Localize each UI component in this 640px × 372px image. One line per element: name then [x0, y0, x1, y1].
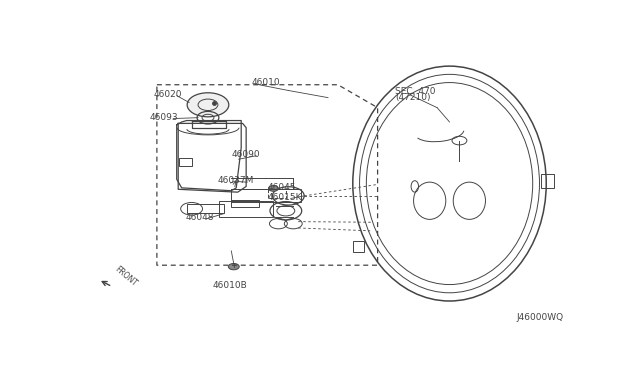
Text: 46010B: 46010B: [213, 281, 248, 290]
Bar: [353, 241, 364, 252]
Bar: [541, 173, 554, 188]
Text: 46093: 46093: [150, 113, 178, 122]
Circle shape: [187, 93, 229, 117]
Text: SEC. 470: SEC. 470: [396, 87, 436, 96]
Text: FRONT: FRONT: [113, 265, 139, 288]
Text: 46037M: 46037M: [218, 176, 254, 186]
Text: (47210): (47210): [396, 93, 431, 102]
Bar: [187, 204, 224, 213]
Text: 46048: 46048: [186, 214, 214, 222]
Bar: [231, 189, 301, 202]
Text: 46020: 46020: [154, 90, 182, 99]
Circle shape: [228, 263, 239, 270]
Circle shape: [269, 186, 278, 191]
Text: J46000WQ: J46000WQ: [516, 313, 564, 322]
Text: 46015K: 46015K: [268, 193, 302, 202]
Bar: [231, 200, 259, 207]
Bar: [179, 158, 191, 166]
Bar: [219, 201, 273, 217]
Text: 46090: 46090: [231, 150, 260, 158]
Text: 46010: 46010: [251, 78, 280, 87]
Text: 46045: 46045: [268, 183, 296, 192]
